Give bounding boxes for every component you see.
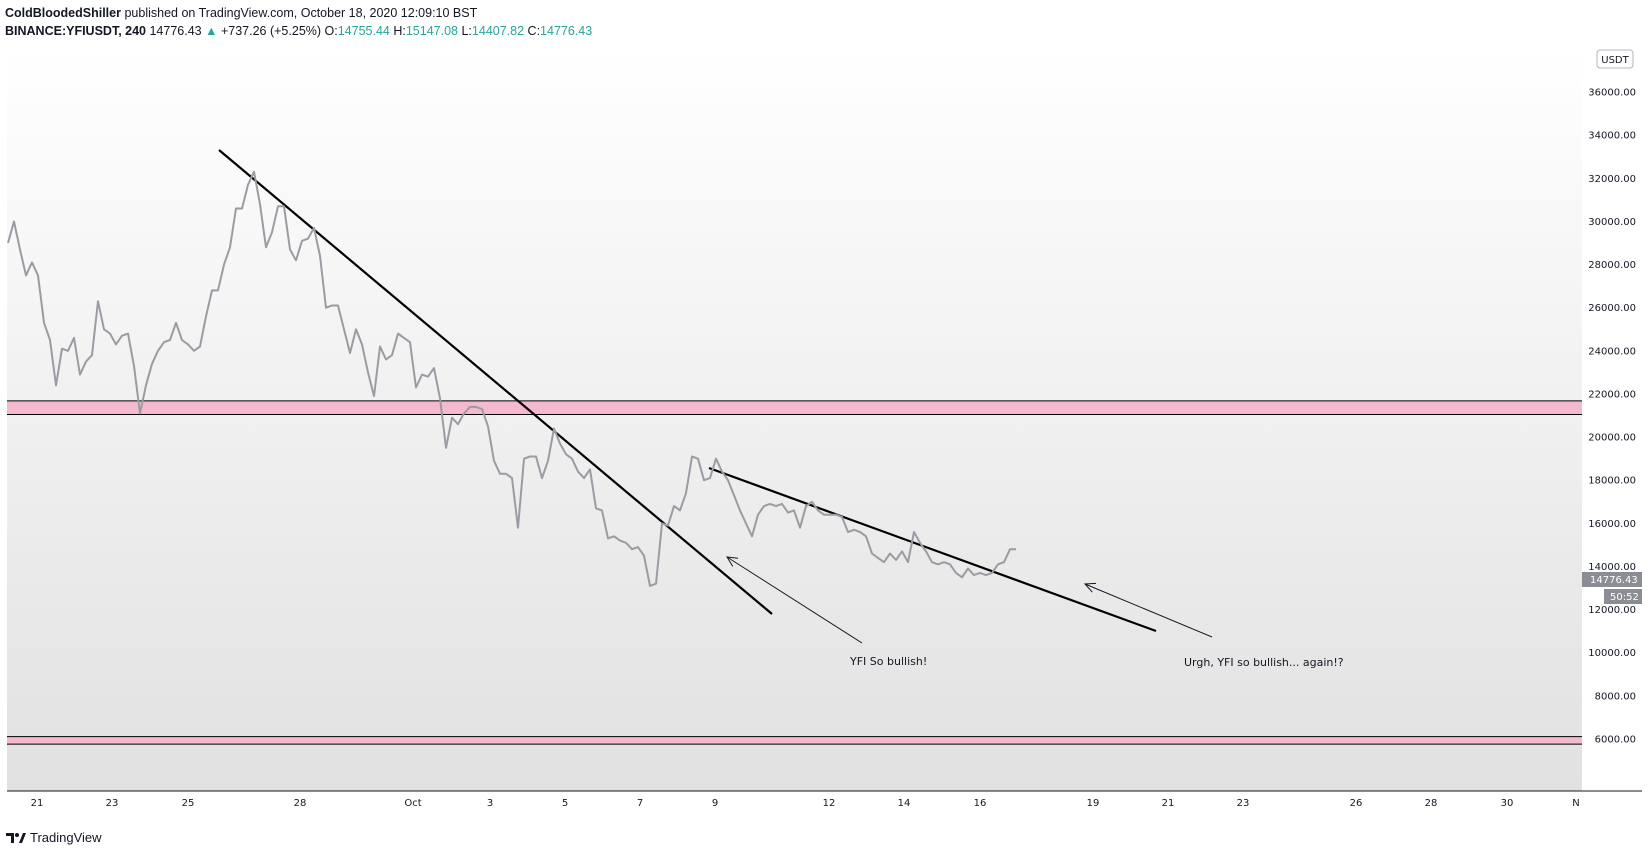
price-change: +737.26 (+5.25%) xyxy=(220,24,322,38)
y-tick-label: 16000.00 xyxy=(1588,519,1636,530)
y-tick-label: 30000.00 xyxy=(1588,217,1636,228)
annotation-arrow-2[interactable] xyxy=(1084,583,1213,638)
y-tick-label: 24000.00 xyxy=(1588,346,1636,357)
x-tick-label: 5 xyxy=(562,798,568,809)
y-tick-label: 8000.00 xyxy=(1595,691,1636,702)
publish-info: published on TradingView.com, October 18… xyxy=(124,6,478,20)
last-price-tag-bg xyxy=(1582,572,1642,587)
publish-line: ColdBloodedShiller published on TradingV… xyxy=(5,4,592,22)
x-tick-label: 12 xyxy=(823,798,836,809)
currency-badge[interactable]: USDT xyxy=(1596,49,1634,69)
annotation-arrow-1[interactable] xyxy=(726,556,863,644)
y-tick-label: 20000.00 xyxy=(1588,433,1636,444)
y-tick-label: 14000.00 xyxy=(1588,562,1636,573)
y-tick-label: 18000.00 xyxy=(1588,476,1636,487)
brand-label[interactable]: TradingView xyxy=(30,830,102,845)
y-tick-label: 32000.00 xyxy=(1588,174,1636,185)
y-tick-label: 34000.00 xyxy=(1588,131,1636,142)
chart-header: ColdBloodedShiller published on TradingV… xyxy=(5,4,592,40)
annotation-arrow-2-head xyxy=(1083,582,1097,593)
ohlc-line: BINANCE:YFIUSDT, 240 14776.43 ▲ +737.26 … xyxy=(5,22,592,40)
open-label: O: xyxy=(324,24,338,38)
y-tick-label: 10000.00 xyxy=(1588,648,1636,659)
x-tick-label: 25 xyxy=(182,798,195,809)
x-tick-label: 14 xyxy=(898,798,911,809)
annotation-arrow-1-head xyxy=(726,556,738,567)
y-tick-label: 36000.00 xyxy=(1588,88,1636,99)
x-tick-label: 23 xyxy=(1237,798,1250,809)
x-tick-label: 28 xyxy=(294,798,307,809)
price-line xyxy=(7,170,1016,587)
symbol-label[interactable]: BINANCE:YFIUSDT, 240 xyxy=(5,24,146,38)
up-arrow-icon: ▲ xyxy=(205,24,218,38)
x-tick-label: N xyxy=(1572,798,1579,809)
x-tick-label: Oct xyxy=(404,798,421,809)
plot-background xyxy=(7,45,1582,791)
trendline-1[interactable] xyxy=(218,149,773,615)
close-label: C: xyxy=(527,24,541,38)
y-tick-label: 28000.00 xyxy=(1588,260,1636,271)
countdown-tag-bg xyxy=(1604,589,1642,604)
zone-0 xyxy=(7,400,1582,415)
low-value: 14407.82 xyxy=(471,24,525,38)
x-tick-label: 16 xyxy=(974,798,987,809)
y-tick-label: 6000.00 xyxy=(1595,735,1636,746)
x-tick-label: 30 xyxy=(1501,798,1514,809)
last-price-tag: 14776.43 xyxy=(1582,572,1642,587)
x-tick-label: 28 xyxy=(1425,798,1438,809)
countdown-tag-label: 50:52 xyxy=(1610,592,1639,603)
y-tick-label: 12000.00 xyxy=(1588,605,1636,616)
tradingview-logo-icon[interactable] xyxy=(6,831,26,845)
close-value: 14776.43 xyxy=(540,24,593,38)
x-tick-label: 9 xyxy=(712,798,718,809)
open-value: 14755.44 xyxy=(337,24,390,38)
last-price: 14776.43 xyxy=(149,24,202,38)
annotation-yfi-so-bullish[interactable]: YFI So bullish! xyxy=(849,655,927,668)
x-tick-label: 21 xyxy=(1162,798,1175,809)
countdown-tag: 50:52 xyxy=(1604,589,1642,604)
footer: TradingView xyxy=(6,830,102,845)
annotation-urgh-again[interactable]: Urgh, YFI so bullish... again!? xyxy=(1184,656,1344,669)
x-tick-label: 3 xyxy=(487,798,493,809)
currency-badge-label: USDT xyxy=(1601,55,1629,66)
zone-1 xyxy=(7,736,1582,745)
high-label: H: xyxy=(393,24,406,38)
x-tick-label: 23 xyxy=(106,798,119,809)
x-tick-label: 19 xyxy=(1087,798,1100,809)
x-tick-label: 26 xyxy=(1350,798,1363,809)
x-tick-label: 21 xyxy=(31,798,44,809)
author-name[interactable]: ColdBloodedShiller xyxy=(5,6,121,20)
x-tick-label: 7 xyxy=(637,798,643,809)
last-price-tag-label: 14776.43 xyxy=(1590,575,1638,586)
trendline-2[interactable] xyxy=(708,466,1157,633)
y-tick-label: 26000.00 xyxy=(1588,303,1636,314)
y-tick-label: 22000.00 xyxy=(1588,389,1636,400)
high-value: 15147.08 xyxy=(405,24,458,38)
low-label: L: xyxy=(461,24,472,38)
